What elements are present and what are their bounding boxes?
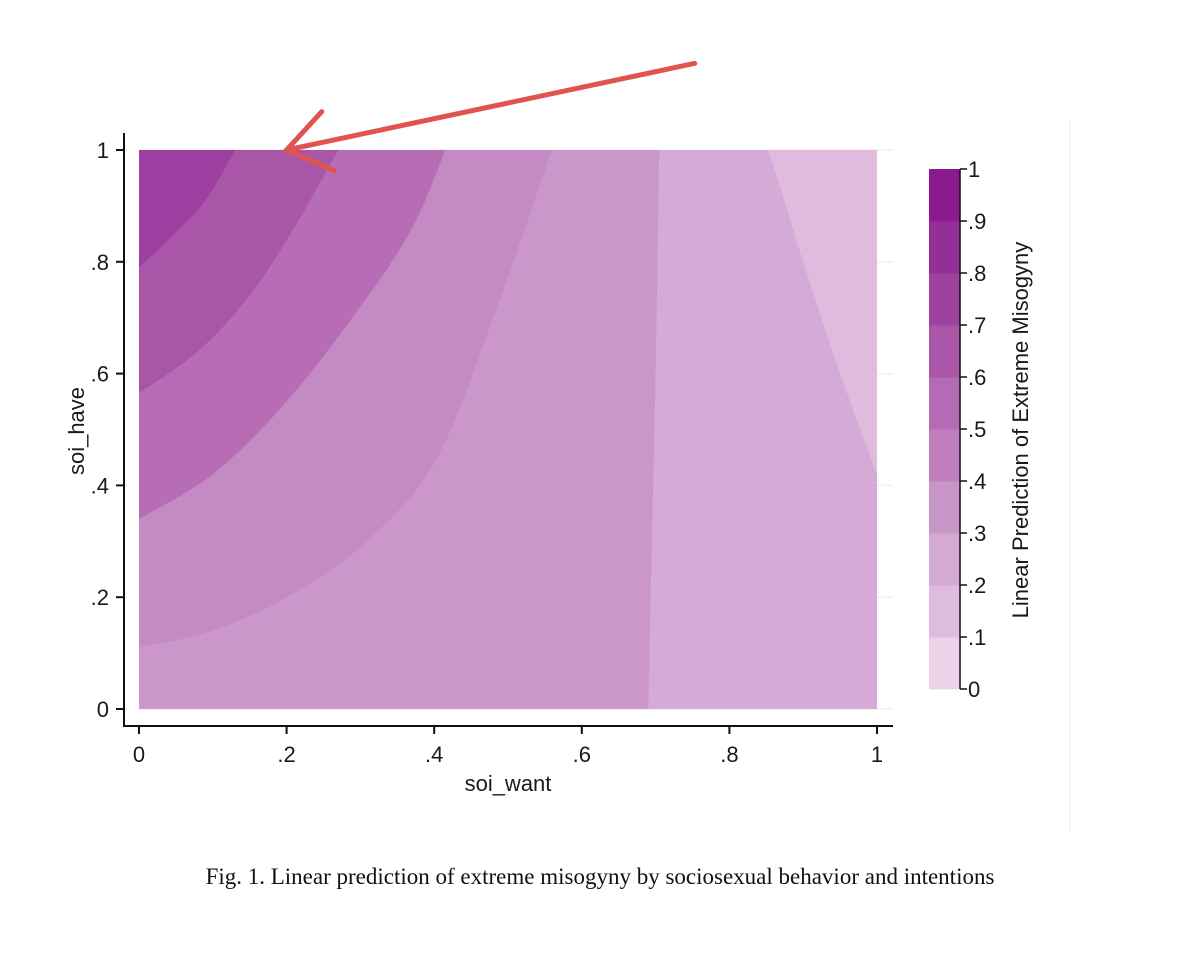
colorbar-segment — [929, 325, 960, 378]
colorbar-tick-label: .3 — [968, 521, 986, 546]
x-tick-label: 1 — [871, 742, 883, 767]
colorbar-segment — [929, 533, 960, 586]
axes: 0 .2 .4 .6 .8 1 0 .2 .4 .6 .8 1 soi_want soi_have — [64, 133, 893, 796]
colorbar-tick-label: .8 — [968, 261, 986, 286]
x-tick-label: .8 — [720, 742, 738, 767]
x-axis-title: soi_want — [465, 771, 552, 796]
annotation-arrow — [282, 60, 698, 174]
colorbar-segment — [929, 377, 960, 430]
arrow-shaft — [284, 60, 698, 153]
colorbar-segment — [929, 273, 960, 326]
colorbar-tick-label: .9 — [968, 209, 986, 234]
colorbar-tick-label: .4 — [968, 469, 986, 494]
y-tick-label: 0 — [97, 697, 109, 722]
x-tick-label: .6 — [573, 742, 591, 767]
x-tick-label: 0 — [133, 742, 145, 767]
colorbar-title: Linear Prediction of Extreme Misogyny — [1008, 242, 1033, 619]
x-tick-label: .2 — [277, 742, 295, 767]
colorbar-tick-label: 1 — [968, 157, 980, 182]
colorbar-tick-label: .1 — [968, 625, 986, 650]
colorbar-segment — [929, 481, 960, 534]
colorbar-segment — [929, 169, 960, 222]
colorbar: 0 .1 .2 .3 .4 .5 .6 .7 .8 .9 1 Linear Prediction of… — [929, 157, 1033, 702]
y-tick-label: .6 — [91, 362, 109, 387]
y-tick-label: .2 — [91, 585, 109, 610]
colorbar-tick-label: .2 — [968, 573, 986, 598]
x-tick-label: .4 — [425, 742, 443, 767]
contour-region — [139, 150, 235, 268]
contour-region — [767, 150, 877, 475]
colorbar-tick-label: .7 — [968, 313, 986, 338]
colorbar-segment — [929, 637, 960, 690]
colorbar-segment — [929, 221, 960, 274]
colorbar-segment — [929, 585, 960, 638]
y-tick-label: 1 — [97, 138, 109, 163]
colorbar-tick-label: .6 — [968, 365, 986, 390]
arrow-head — [282, 109, 337, 174]
y-axis-title: soi_have — [64, 387, 89, 475]
y-tick-label: .8 — [91, 250, 109, 275]
colorbar-tick-label: 0 — [968, 677, 980, 702]
figure-caption: Fig. 1. Linear prediction of extreme mis… — [205, 864, 995, 889]
colorbar-tick-label: .5 — [968, 417, 986, 442]
colorbar-segment — [929, 429, 960, 482]
contour-regions — [139, 150, 877, 709]
y-tick-label: .4 — [91, 473, 109, 498]
